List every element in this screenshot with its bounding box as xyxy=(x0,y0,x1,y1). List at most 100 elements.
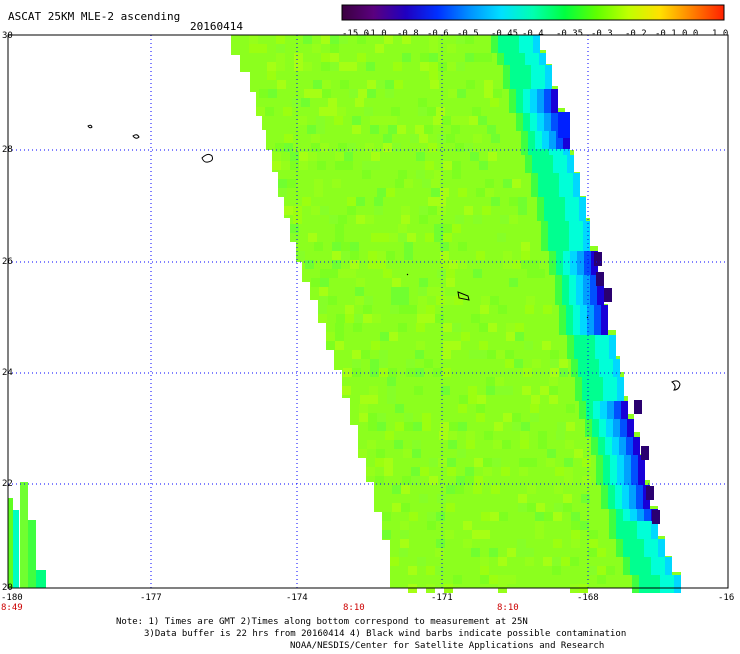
swath-fragment-cell xyxy=(20,482,28,588)
swath-cell xyxy=(320,278,329,287)
swath-cell xyxy=(474,458,483,467)
swath-cell xyxy=(387,386,396,395)
swath-edge-cell xyxy=(573,317,580,323)
swath-edge-cell xyxy=(559,329,566,335)
swath-cell xyxy=(420,62,429,71)
swath-cell xyxy=(463,539,472,548)
swath-cell xyxy=(526,296,535,305)
swath-fragment-cell xyxy=(36,570,46,588)
swath-dark-cell xyxy=(634,400,642,414)
swath-cell xyxy=(472,107,481,116)
swath-edge-cell xyxy=(521,149,528,155)
swath-cell xyxy=(284,206,293,215)
swath-edge-cell xyxy=(623,515,630,521)
swath-cell xyxy=(347,206,356,215)
swath-edge-cell xyxy=(555,293,562,299)
swath-edge-cell xyxy=(594,305,601,311)
swath-cell xyxy=(589,530,598,539)
swath-cell xyxy=(571,521,580,530)
swath-edge-cell xyxy=(537,125,544,131)
swath-cell xyxy=(380,233,389,242)
swath-edge-cell xyxy=(538,179,545,185)
wind-swath xyxy=(8,35,681,593)
swath-cell xyxy=(330,62,339,71)
swath-cell xyxy=(361,350,370,359)
swath-cell xyxy=(480,566,489,575)
swath-cell xyxy=(464,206,473,215)
swath-cell xyxy=(417,314,426,323)
swath-edge-cell xyxy=(549,263,556,269)
swath-cell xyxy=(473,485,482,494)
swath-cell xyxy=(433,368,442,377)
swath-cell xyxy=(314,188,323,197)
swath-edge-cell xyxy=(583,287,590,293)
swath-cell xyxy=(428,143,437,152)
swath-edge-cell xyxy=(576,287,583,293)
swath-edge-cell xyxy=(566,185,573,191)
swath-edge-cell xyxy=(565,203,572,209)
swath-edge-cell xyxy=(596,473,603,479)
swath-cell xyxy=(312,44,321,53)
swath-edge-cell xyxy=(610,377,617,383)
swath-edge-cell xyxy=(538,83,545,89)
swath-edge-cell xyxy=(559,311,566,317)
swath-cell xyxy=(440,188,449,197)
swath-cell xyxy=(314,242,323,251)
swath-cell xyxy=(401,503,410,512)
swath-cell xyxy=(434,233,443,242)
swath-edge-cell xyxy=(531,65,538,71)
swath-cell xyxy=(436,287,445,296)
swath-cell xyxy=(272,152,281,161)
swath-edge-cell xyxy=(544,107,551,113)
swath-edge-cell xyxy=(612,437,619,443)
swath-cell xyxy=(429,62,438,71)
swath-cell xyxy=(249,44,258,53)
swath-cell xyxy=(518,503,527,512)
swath-edge-cell xyxy=(623,545,630,551)
swath-cell xyxy=(311,134,320,143)
swath-cell xyxy=(483,467,492,476)
swath-cell xyxy=(426,566,435,575)
swath-cell xyxy=(451,116,460,125)
swath-edge-cell xyxy=(609,347,616,353)
swath-edge-cell xyxy=(562,287,569,293)
swath-cell xyxy=(390,305,399,314)
lon-tick-label: -16 xyxy=(718,593,734,603)
swath-edge-cell xyxy=(505,47,512,53)
swath-cell xyxy=(311,278,320,287)
swath-edge-cell xyxy=(511,53,518,59)
swath-cell xyxy=(455,215,464,224)
swath-cell xyxy=(448,89,457,98)
swath-edge-cell xyxy=(525,155,532,161)
swath-cell xyxy=(556,431,565,440)
swath-edge-cell xyxy=(617,473,624,479)
colorbar-label: -0.4 xyxy=(522,29,544,39)
swath-edge-cell xyxy=(551,197,558,203)
swath-cell xyxy=(417,305,426,314)
swath-edge-cell xyxy=(594,329,601,335)
swath-edge-cell xyxy=(530,125,537,131)
swath-cell xyxy=(404,179,413,188)
swath-cell xyxy=(549,377,558,386)
island-outline xyxy=(132,134,140,139)
swath-edge-cell xyxy=(623,557,630,563)
swath-cell xyxy=(377,188,386,197)
swath-edge-cell xyxy=(532,161,539,167)
swath-edge-cell xyxy=(630,533,637,539)
swath-cell xyxy=(401,485,410,494)
swath-cell xyxy=(388,116,397,125)
swath-cell xyxy=(316,125,325,134)
swath-edge-cell xyxy=(582,383,589,389)
swath-edge-cell xyxy=(587,323,594,329)
swath-cell xyxy=(278,179,287,188)
swath-cell xyxy=(419,215,428,224)
swath-edge-cell xyxy=(658,539,665,545)
swath-edge-cell xyxy=(562,239,569,245)
swath-edge-cell xyxy=(615,485,622,491)
swath-edge-cell xyxy=(594,317,601,323)
swath-cell xyxy=(337,107,346,116)
swath-edge-cell xyxy=(532,155,539,161)
swath-cell xyxy=(416,152,425,161)
swath-edge-cell xyxy=(609,515,616,521)
swath-dark-cell xyxy=(558,112,570,138)
